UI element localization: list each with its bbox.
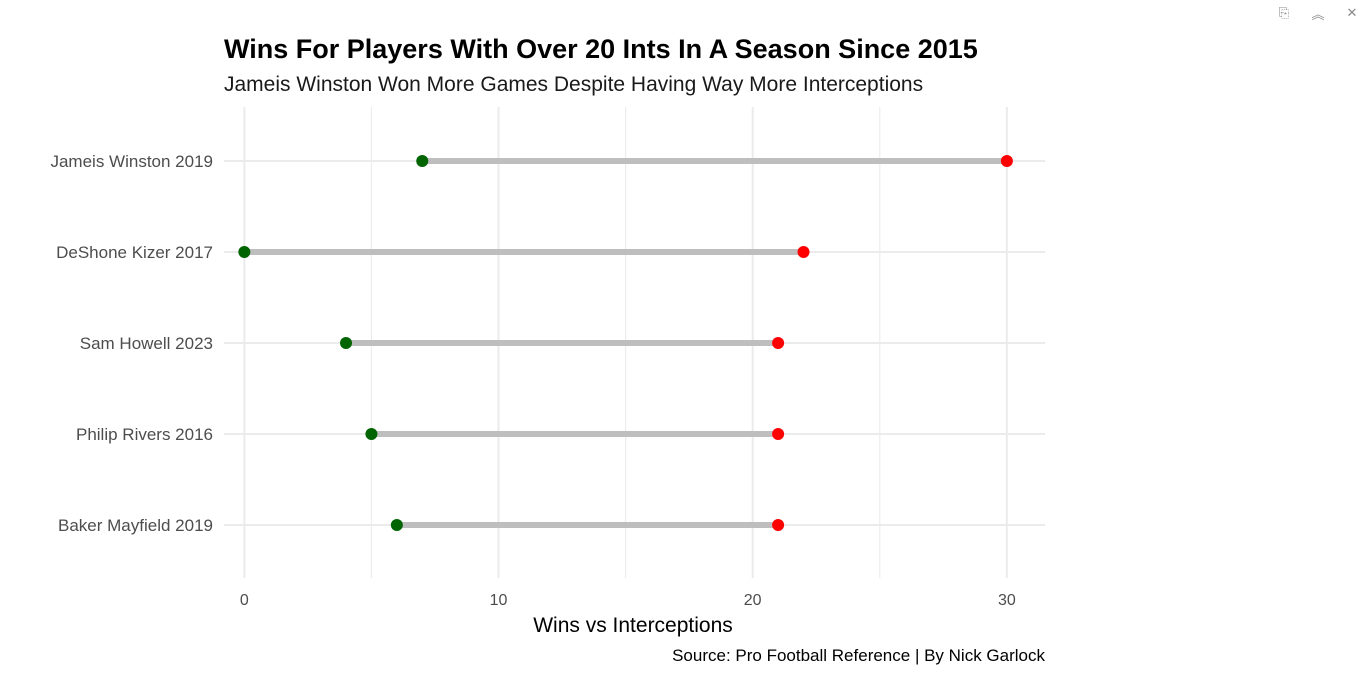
y-tick-label: Jameis Winston 2019 xyxy=(50,152,213,171)
collapse-icon[interactable]: ︽ xyxy=(1311,7,1325,23)
wins-point xyxy=(238,246,251,258)
x-tick-label: 30 xyxy=(998,592,1016,609)
interceptions-point xyxy=(797,246,810,258)
interceptions-point xyxy=(1000,155,1013,167)
chart-caption: Source: Pro Football Reference | By Nick… xyxy=(672,646,1045,665)
plot-area: Jameis Winston 2019 DeShone Kizer 2017 Sam… xyxy=(50,107,1045,609)
x-tick-label: 0 xyxy=(240,592,249,609)
close-icon[interactable]: ✕ xyxy=(1346,5,1358,21)
wins-point xyxy=(390,519,403,531)
chart-subtitle: Jameis Winston Won More Games Despite Ha… xyxy=(224,73,923,96)
chart-title: Wins For Players With Over 20 Ints In A … xyxy=(224,34,978,64)
x-tick-label: 20 xyxy=(744,592,762,609)
wins-point xyxy=(365,428,378,440)
wins-point xyxy=(416,155,429,167)
interceptions-point xyxy=(772,337,785,349)
interceptions-point xyxy=(772,519,785,531)
x-tick-label: 10 xyxy=(490,592,508,609)
interceptions-point xyxy=(772,428,785,440)
y-tick-label: Baker Mayfield 2019 xyxy=(58,516,213,535)
y-tick-label: Sam Howell 2023 xyxy=(80,334,213,353)
x-axis-label: Wins vs Interceptions xyxy=(533,614,733,637)
copy-icon[interactable]: ⎘ xyxy=(1278,5,1290,21)
y-tick-label: DeShone Kizer 2017 xyxy=(56,243,213,262)
y-tick-label: Philip Rivers 2016 xyxy=(76,425,213,444)
viewer-controls: ⎘ ︽ ✕ xyxy=(1274,4,1362,23)
wins-point xyxy=(340,337,353,349)
